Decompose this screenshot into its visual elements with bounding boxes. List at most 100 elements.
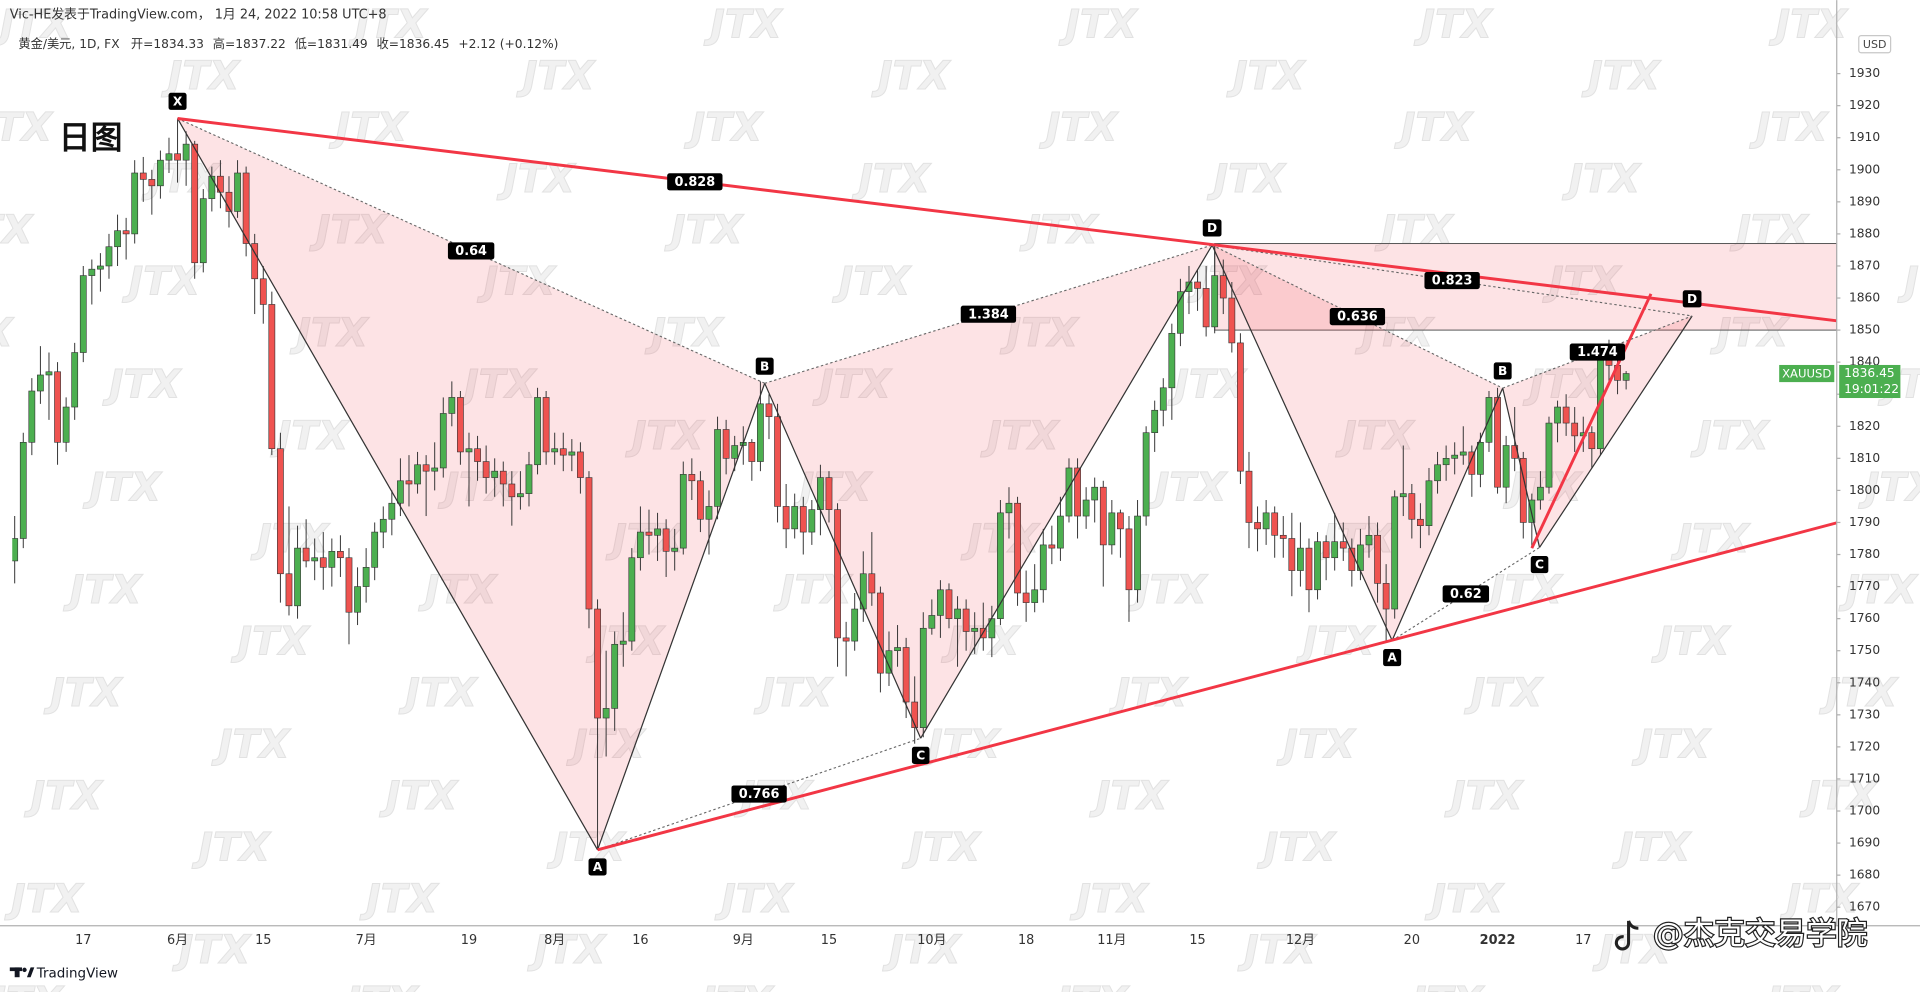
candle-body xyxy=(379,518,387,533)
point-label-box xyxy=(1530,556,1549,574)
watermark: JTX xyxy=(871,54,951,99)
pattern-leg xyxy=(1391,387,1504,641)
candle-body xyxy=(1417,518,1424,526)
candle-body xyxy=(62,406,70,443)
watermark: JTX xyxy=(4,877,84,922)
watermark: JTX xyxy=(1394,105,1474,150)
candle-body xyxy=(671,547,679,552)
candle-body xyxy=(1434,464,1441,482)
watermark: JTX xyxy=(1128,568,1208,613)
candle-body xyxy=(799,506,807,533)
candle-body xyxy=(114,230,121,248)
candle-body xyxy=(825,477,833,510)
pattern-leg xyxy=(1539,315,1693,548)
pattern-leg xyxy=(1502,387,1541,548)
candle-body xyxy=(731,445,739,459)
y-tick-label: 1910 xyxy=(1849,130,1880,144)
watermark: JTX xyxy=(457,363,537,408)
watermark: JTX xyxy=(102,363,182,408)
x-tick-label: 12月 xyxy=(1286,933,1315,948)
logo-mark xyxy=(22,967,27,973)
watermark: JTX xyxy=(172,928,252,973)
candle-body xyxy=(371,531,379,568)
credit-icon xyxy=(1614,920,1639,951)
candle-body xyxy=(277,448,284,575)
candle-body xyxy=(1177,291,1184,334)
candle-body xyxy=(688,474,696,482)
point-label-box xyxy=(1493,362,1512,380)
candle-body xyxy=(1382,583,1390,610)
y-tick-label: 1720 xyxy=(1849,739,1880,753)
watermark: JTX xyxy=(359,877,439,922)
candle-body xyxy=(1099,486,1107,546)
watermark: JTX xyxy=(882,928,962,973)
candle-body xyxy=(97,265,104,270)
candle-body xyxy=(1537,486,1544,501)
candle-body xyxy=(1425,480,1433,526)
candle-body xyxy=(1108,512,1116,546)
candle-body xyxy=(662,528,670,552)
watermark: JTX xyxy=(527,928,607,973)
y-tick-label: 1880 xyxy=(1849,226,1880,240)
watermark: JTX xyxy=(1424,877,1504,922)
candle-body xyxy=(842,637,850,642)
drawing-line-layer xyxy=(177,117,1837,852)
open-value: 1834.33 xyxy=(153,37,204,51)
candle-body xyxy=(645,531,653,536)
candle-body xyxy=(1074,467,1081,517)
trendline xyxy=(1530,293,1653,549)
tradingview-logo: TradingView xyxy=(9,967,118,982)
currency-badge[interactable] xyxy=(1858,34,1892,54)
point-label-box xyxy=(1383,649,1402,667)
candle-body xyxy=(1262,512,1270,530)
x-tick-label: 8月 xyxy=(544,933,565,948)
candle-body xyxy=(208,175,216,199)
close-value: 1836.45 xyxy=(399,37,450,51)
candle-body xyxy=(414,464,421,485)
candle-body xyxy=(551,448,559,453)
ratio-label: 1.384 xyxy=(968,307,1009,322)
watermark: JTX xyxy=(714,877,794,922)
watermark: JTX xyxy=(812,363,892,408)
candle-body xyxy=(1322,541,1330,559)
candle-body xyxy=(174,153,181,161)
y-tick-label: 1740 xyxy=(1849,675,1880,689)
candle-body xyxy=(1228,297,1236,344)
candle-body xyxy=(1202,288,1210,328)
watermark: JTX xyxy=(496,157,576,202)
candle-body xyxy=(19,442,27,539)
ratio-label: 1.474 xyxy=(1577,345,1618,360)
watermark: JTX xyxy=(1039,105,1119,150)
watermark: JTX xyxy=(191,825,271,870)
candle-body xyxy=(911,701,919,728)
y-tick-label: 1800 xyxy=(1849,483,1880,497)
candle-body xyxy=(705,506,713,520)
candle-body xyxy=(525,464,533,494)
pattern-fill xyxy=(764,245,1213,739)
candle-body xyxy=(1159,387,1167,411)
y-tick-label: 1810 xyxy=(1849,451,1880,465)
y-tick-label: 1870 xyxy=(1849,258,1880,272)
candle-body xyxy=(1339,541,1347,549)
credit-text: @杰克交易学院 xyxy=(1653,917,1867,952)
candle-body xyxy=(165,153,173,161)
candle-body xyxy=(1151,409,1159,433)
candle-body xyxy=(1391,496,1399,610)
watermark: JTX xyxy=(1592,928,1672,973)
high-label: 高= xyxy=(213,36,236,51)
watermark: JTX xyxy=(1729,208,1809,253)
candle-body xyxy=(268,304,276,450)
watermark: JTX xyxy=(1226,54,1306,99)
candle-body xyxy=(611,643,619,709)
candle-body xyxy=(1459,451,1467,456)
candle-body xyxy=(868,573,876,594)
watermark: JTX xyxy=(1167,363,1247,408)
x-tick-label: 15 xyxy=(1189,933,1205,948)
ratio-label: 0.828 xyxy=(675,175,716,190)
logo-mark xyxy=(14,967,20,978)
candle-body xyxy=(765,403,773,417)
candle-body xyxy=(774,416,781,507)
candle-body xyxy=(482,461,490,478)
ratio-label: 0.766 xyxy=(739,787,780,802)
watermark: JTX xyxy=(1612,825,1692,870)
